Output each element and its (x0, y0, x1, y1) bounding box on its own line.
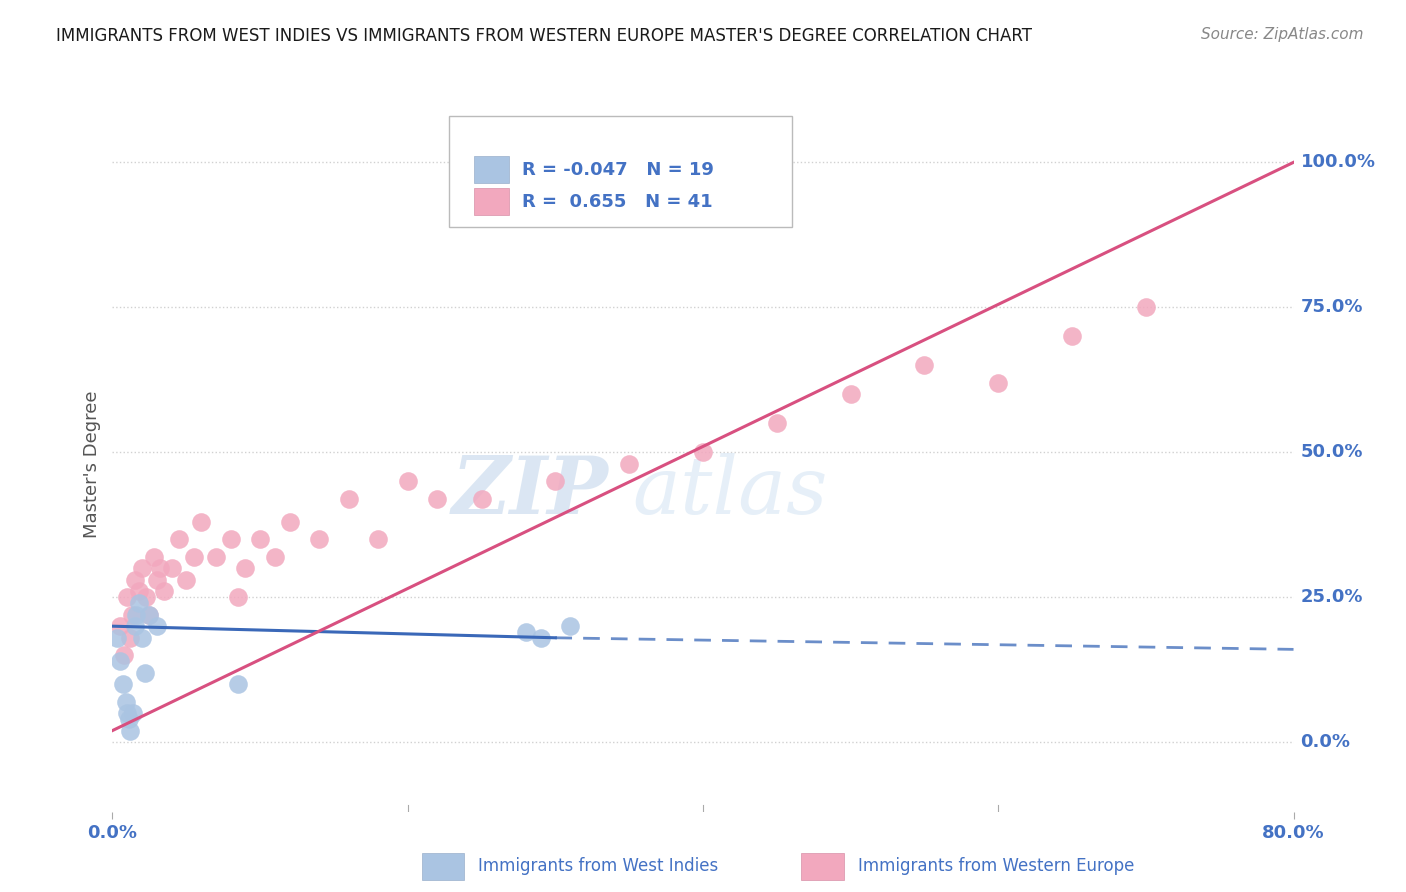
Point (124, 573, 146, 587)
Point (134, 665, 156, 680)
Point (205, 549, 228, 564)
Point (125, 607, 148, 622)
Point (120, 723, 142, 738)
Point (190, 515, 212, 529)
Point (367, 532, 389, 546)
Text: 50.0%: 50.0% (1301, 443, 1362, 461)
Point (122, 706, 145, 721)
FancyBboxPatch shape (449, 116, 792, 227)
Point (515, 624, 537, 639)
Point (128, 596, 150, 610)
Point (117, 591, 138, 605)
Point (226, 591, 249, 605)
Point (138, 607, 160, 622)
Text: IMMIGRANTS FROM WEST INDIES VS IMMIGRANTS FROM WESTERN EUROPE MASTER'S DEGREE CO: IMMIGRANTS FROM WEST INDIES VS IMMIGRANT… (56, 27, 1032, 45)
Point (337, 491, 360, 506)
Point (396, 475, 419, 489)
Point (987, 376, 1010, 390)
Point (105, 631, 128, 645)
Point (131, 561, 153, 575)
Text: 75.0%: 75.0% (1301, 298, 1362, 317)
Point (114, 694, 136, 708)
Point (914, 358, 936, 373)
Point (766, 416, 789, 431)
Point (120, 631, 142, 645)
Point (233, 561, 256, 575)
Text: Immigrants from Western Europe: Immigrants from Western Europe (858, 857, 1135, 875)
Text: ZIP: ZIP (451, 453, 609, 531)
Point (839, 387, 862, 401)
Text: Immigrants from West Indies: Immigrants from West Indies (478, 857, 718, 875)
Point (1062, 329, 1084, 343)
Point (226, 677, 249, 691)
Point (138, 607, 160, 622)
Point (149, 561, 172, 575)
Point (529, 631, 551, 645)
Point (131, 631, 153, 645)
Point (111, 677, 134, 691)
Bar (474, 187, 509, 216)
Text: 0.0%: 0.0% (1301, 733, 1351, 751)
Point (560, 619, 582, 633)
Point (153, 584, 176, 599)
Point (426, 491, 449, 506)
Point (142, 549, 165, 564)
Point (174, 573, 197, 587)
Text: R = -0.047   N = 19: R = -0.047 N = 19 (522, 161, 714, 178)
Point (121, 607, 143, 622)
Point (278, 515, 301, 529)
Text: 25.0%: 25.0% (1301, 588, 1362, 607)
Point (118, 712, 141, 726)
Point (108, 654, 131, 668)
Point (308, 532, 330, 546)
Text: atlas: atlas (633, 453, 828, 531)
Bar (474, 155, 509, 184)
Point (544, 475, 567, 489)
Point (135, 591, 157, 605)
Text: R =  0.655   N = 41: R = 0.655 N = 41 (522, 193, 713, 211)
Point (117, 706, 138, 721)
Point (619, 457, 641, 471)
Point (160, 561, 183, 575)
Point (146, 619, 169, 633)
Text: Source: ZipAtlas.com: Source: ZipAtlas.com (1201, 27, 1364, 42)
Y-axis label: Master's Degree: Master's Degree (83, 390, 101, 538)
Point (183, 549, 205, 564)
Text: 100.0%: 100.0% (1301, 153, 1375, 171)
Point (108, 619, 131, 633)
Point (124, 619, 146, 633)
Point (128, 584, 150, 599)
Point (219, 532, 242, 546)
Point (470, 491, 494, 506)
Point (692, 445, 714, 459)
Point (167, 532, 190, 546)
Point (1135, 300, 1157, 315)
Point (264, 549, 287, 564)
Point (112, 648, 135, 662)
Point (249, 532, 271, 546)
Point (146, 573, 169, 587)
